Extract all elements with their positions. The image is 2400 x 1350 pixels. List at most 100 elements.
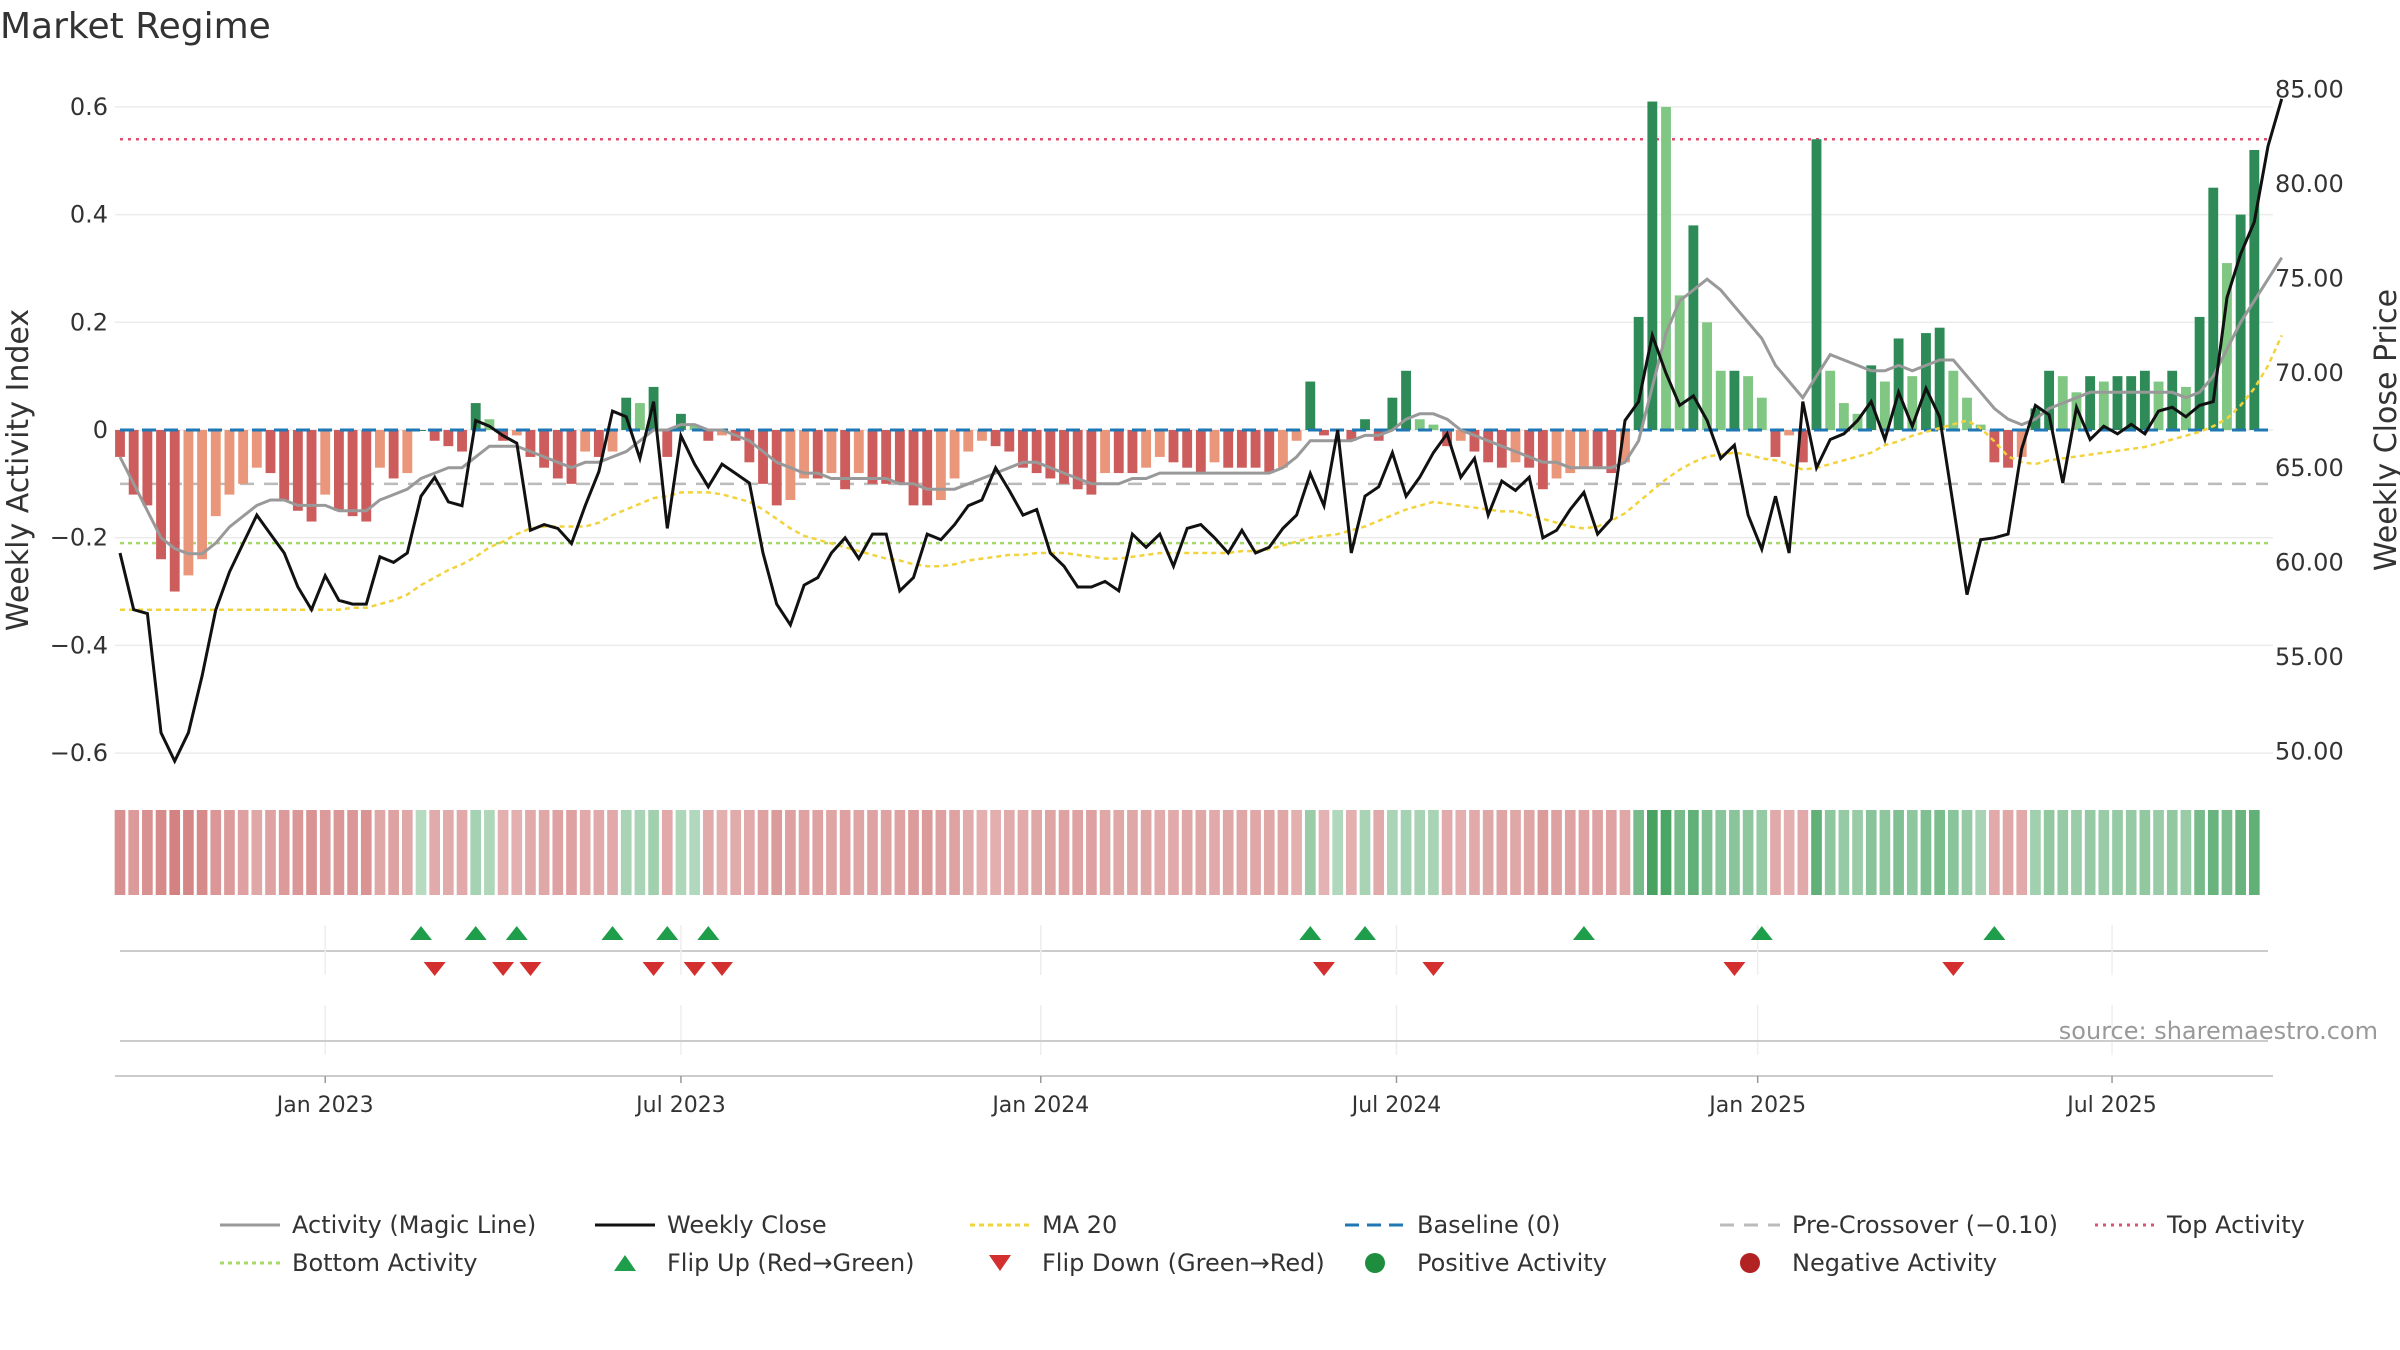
- reference-lines: [120, 137, 2268, 545]
- activity-bar: [402, 430, 413, 474]
- activity-bar: [1893, 338, 1904, 430]
- activity-bar: [812, 430, 823, 479]
- regime-cell: [374, 810, 386, 895]
- regime-cell: [1387, 810, 1398, 895]
- regime-cell: [497, 810, 509, 895]
- legend-positive-activity-label: Positive Activity: [1417, 1249, 1607, 1277]
- activity-bar: [1962, 397, 1972, 430]
- regime-cell: [1920, 810, 1932, 895]
- flip-up-marker: [1750, 926, 1773, 940]
- activity-bar: [1236, 430, 1247, 468]
- regime-cell: [1359, 810, 1371, 895]
- regime-cell: [1181, 810, 1193, 895]
- activity-bar: [2153, 381, 2164, 430]
- regime-cell: [2043, 810, 2055, 895]
- weekly-close-line: [118, 98, 2284, 765]
- regime-cell: [1154, 810, 1166, 895]
- activity-bar: [1592, 430, 1603, 468]
- x-tick-label: Jan 2025: [1707, 1093, 1806, 1118]
- regime-cell: [1729, 810, 1740, 895]
- right-tick-label: 70.00: [2275, 359, 2344, 387]
- activity-bar: [457, 430, 467, 452]
- activity-bar: [1934, 327, 1945, 430]
- activity-bar: [1223, 430, 1234, 468]
- regime-cell: [826, 810, 837, 895]
- left-axis-label: Weekly Activity Index: [1, 309, 36, 631]
- regime-cell: [1469, 810, 1480, 895]
- legend-bottom-activity-label: Bottom Activity: [292, 1249, 477, 1277]
- activity-bar: [183, 430, 194, 576]
- right-tick-label: 60.00: [2275, 548, 2344, 576]
- activity-bar: [881, 430, 892, 484]
- regime-cell: [2139, 810, 2151, 895]
- activity-bar: [156, 430, 166, 560]
- legend-baseline-label: Baseline (0): [1417, 1211, 1560, 1239]
- regime-cell: [1893, 810, 1904, 895]
- activity-bar: [416, 430, 426, 431]
- right-tick-label: 55.00: [2275, 643, 2344, 671]
- right-tick-label: 75.00: [2275, 265, 2344, 293]
- regime-cell: [894, 810, 906, 895]
- activity-bar: [1811, 139, 1822, 430]
- activity-bar: [621, 397, 632, 430]
- activity-bar: [607, 430, 618, 452]
- regime-cell: [1031, 810, 1042, 895]
- legend-top-activity-label: Top Activity: [2166, 1211, 2305, 1239]
- regime-cell: [908, 810, 919, 895]
- regime-cell: [1318, 810, 1330, 895]
- x-tick-label: Jul 2024: [1350, 1093, 1442, 1118]
- regime-cell: [443, 810, 454, 895]
- regime-cell: [1209, 810, 1220, 895]
- activity-bar: [539, 430, 550, 468]
- regime-cell: [1975, 810, 1987, 895]
- regime-cell: [1428, 810, 1439, 895]
- activity-bar: [1072, 430, 1083, 490]
- activity-bar: [1633, 316, 1644, 430]
- activity-bar: [1360, 419, 1370, 430]
- activity-bar: [1086, 430, 1097, 495]
- activity-bar: [1469, 430, 1480, 452]
- x-tick-label: Jan 2024: [990, 1093, 1089, 1118]
- flip-up-marker: [464, 926, 487, 940]
- source-label: source: sharemaestro.com: [2059, 1017, 2378, 1045]
- activity-bar: [1661, 106, 1671, 430]
- regime-cell: [2098, 810, 2110, 895]
- activity-bar: [2249, 150, 2260, 430]
- activity-bar: [826, 430, 837, 474]
- flip-down-marker: [683, 962, 706, 976]
- regime-cell: [1756, 810, 1768, 895]
- regime-cell: [415, 810, 427, 895]
- activity-bar: [566, 430, 577, 484]
- regime-cell: [949, 810, 960, 895]
- left-tick-label: 0.4: [70, 201, 108, 229]
- regime-cell: [1961, 810, 1973, 895]
- regime-cell: [319, 810, 331, 895]
- legend-ma20-label: MA 20: [1042, 1211, 1117, 1239]
- regime-cell: [2084, 810, 2096, 895]
- flip-down-marker: [423, 962, 446, 976]
- legend-positive-activity-swatch: [1365, 1253, 1385, 1273]
- flip-down-marker: [492, 962, 515, 976]
- activity-bar: [1838, 403, 1849, 430]
- regime-cell: [2194, 810, 2205, 895]
- legend-flip-down-label: Flip Down (Green→Red): [1042, 1249, 1325, 1277]
- regime-cell: [1086, 810, 1097, 895]
- activity-bar: [1756, 397, 1767, 430]
- regime-cell: [2057, 810, 2069, 895]
- left-tick-label: −0.6: [50, 739, 108, 767]
- activity-bar: [1059, 430, 1069, 484]
- activity-bar: [1264, 430, 1275, 474]
- regime-cell: [2153, 810, 2164, 895]
- regime-cell: [1674, 810, 1686, 895]
- activity-bars: [115, 101, 2260, 592]
- regime-cell: [1263, 810, 1275, 895]
- regime-cell: [1605, 810, 1617, 895]
- regime-strip: [114, 810, 2260, 895]
- regime-cell: [1113, 810, 1125, 895]
- regime-cell: [224, 810, 235, 895]
- regime-cell: [1715, 810, 1727, 895]
- regime-cell: [757, 810, 769, 895]
- activity-bar: [1647, 101, 1658, 431]
- flip-down-marker: [1422, 962, 1445, 976]
- x-tick-label: Jan 2023: [275, 1093, 374, 1118]
